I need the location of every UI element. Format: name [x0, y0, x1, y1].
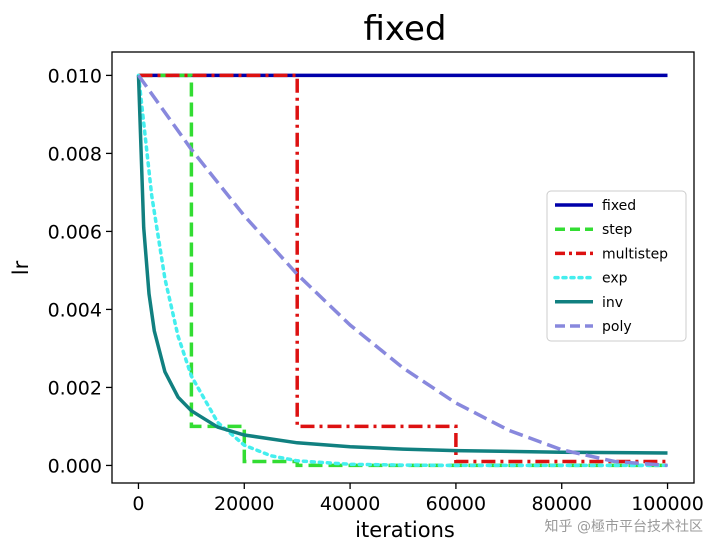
legend-label-step: step [602, 222, 632, 238]
y-tick-label: 0.000 [48, 455, 102, 477]
series-line-step [138, 73, 668, 468]
chart-title: fixed [364, 9, 447, 49]
series-line-inv [136, 75, 668, 455]
y-tick-label: 0.004 [48, 299, 102, 321]
x-axis-label: iterations [355, 518, 455, 542]
legend-label-fixed: fixed [602, 198, 636, 214]
x-tick-label: 40000 [320, 493, 380, 515]
x-tick-label: 20000 [214, 493, 274, 515]
y-tick-label: 0.010 [48, 65, 102, 87]
y-tick-label: 0.002 [48, 377, 102, 399]
x-tick-label: 100000 [631, 493, 704, 515]
series-line-multistep [138, 73, 668, 464]
legend-label-exp: exp [602, 271, 628, 287]
legend-label-multistep: multistep [602, 246, 668, 262]
y-tick-label: 0.008 [48, 143, 102, 165]
x-tick-label: 60000 [426, 493, 486, 515]
y-tick-label: 0.006 [48, 221, 102, 243]
legend-label-inv: inv [602, 295, 623, 311]
plot-lines [136, 73, 670, 468]
legend-label-poly: poly [602, 319, 632, 335]
x-tick-label: 0 [132, 493, 144, 515]
legend: fixed step multistep exp inv poly [546, 190, 687, 342]
series-line-poly [137, 74, 668, 468]
x-axis-ticks: 0 20000 40000 60000 80000 100000 [132, 483, 704, 515]
y-axis-ticks: 0.000 0.002 0.004 0.006 0.008 0.010 [48, 65, 112, 477]
x-tick-label: 80000 [532, 493, 592, 515]
plot-frame [111, 51, 695, 484]
watermark: 知乎 @極市平台技术社区 [545, 518, 703, 535]
series-line-exp [136, 73, 670, 468]
y-axis-label: lr [9, 260, 33, 275]
